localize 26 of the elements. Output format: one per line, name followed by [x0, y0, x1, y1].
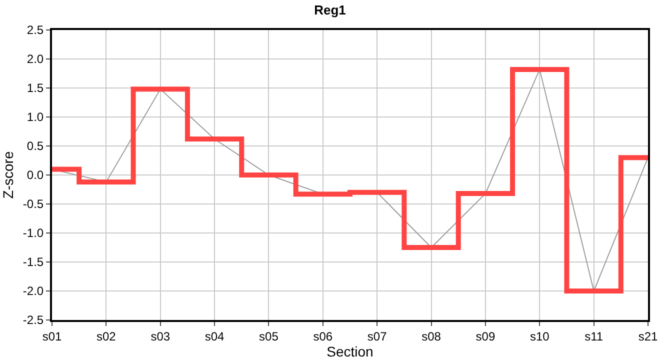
x-tick-label: s02	[96, 329, 116, 344]
y-tick-label: -1.0	[22, 226, 44, 240]
x-tick-label: s08	[422, 329, 442, 344]
x-tick-label: s10	[530, 329, 550, 344]
y-tick-label: 2.5	[26, 23, 44, 38]
x-tick-label: s11	[584, 329, 604, 344]
y-tick-label: -2.0	[22, 284, 44, 298]
y-tick-label: 1.5	[26, 81, 44, 96]
x-tick-label: s09	[476, 329, 496, 344]
x-tick-label: s06	[313, 329, 333, 344]
x-tick-label: s03	[150, 329, 170, 344]
x-tick-label: s05	[259, 329, 279, 344]
y-axis-title: Z-score	[0, 151, 16, 199]
x-tick-label: s07	[367, 329, 388, 344]
y-tick-label: 2.0	[26, 52, 44, 66]
y-tick-label: 0.0	[26, 168, 44, 182]
x-tick-label: s01	[42, 329, 62, 344]
y-tick-label: 0.5	[26, 139, 44, 154]
x-tick-label: s21	[638, 329, 658, 344]
y-tick-label: -2.5	[22, 313, 44, 328]
x-axis-title: Section	[326, 343, 374, 360]
y-tick-label: -0.5	[22, 197, 44, 212]
y-tick-label: 1.0	[26, 110, 44, 124]
chart-title: Reg1	[314, 2, 346, 18]
y-tick-label: -1.5	[22, 255, 44, 270]
x-tick-label: s04	[204, 329, 225, 344]
